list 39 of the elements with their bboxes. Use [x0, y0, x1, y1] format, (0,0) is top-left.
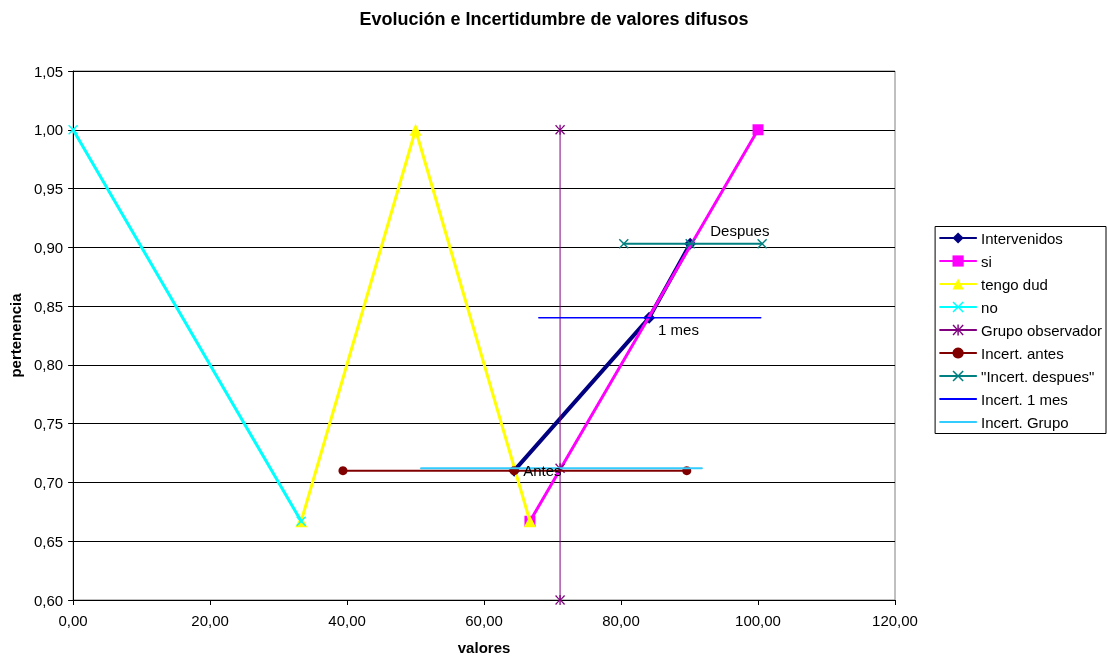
y-axis-title: pertenencia	[7, 292, 24, 378]
y-tick-label: 0,75	[33, 415, 64, 433]
y-tick-label: 0,80	[33, 356, 64, 374]
point	[618, 238, 629, 249]
x-tick-label: 80,00	[602, 612, 640, 629]
point	[757, 238, 768, 249]
legend-label: "Incert. despues"	[981, 367, 1095, 385]
point	[338, 466, 348, 476]
point	[555, 595, 566, 605]
y-tick-label: 0,65	[33, 532, 64, 550]
legend-label: si	[981, 252, 992, 270]
x-tick-label: 120,00	[872, 612, 918, 629]
annotation: Despues	[710, 221, 770, 239]
x-tick-label: 100,00	[735, 612, 781, 629]
legend-label: Grupo observador	[981, 321, 1103, 339]
chart-title: Evolución e Incertidumbre de valores difusos	[359, 9, 749, 29]
point	[68, 124, 79, 135]
legend-label: Incert. 1 mes	[981, 390, 1068, 408]
y-tick-label: 0,60	[33, 591, 64, 609]
point	[555, 124, 566, 135]
x-tick-label: 40,00	[328, 612, 366, 629]
x-tick-label: 60,00	[465, 612, 503, 629]
y-tick-label: 1,00	[33, 121, 64, 139]
legend-label: Intervenidos	[981, 229, 1063, 247]
point	[752, 124, 764, 136]
y-tick-label: 0,95	[33, 180, 64, 198]
x-tick-label: 20,00	[191, 612, 229, 629]
legend-label: tengo dud	[981, 275, 1048, 293]
legend-label: Incert. Grupo	[981, 413, 1069, 431]
x-tick-label: 0,00	[58, 612, 88, 629]
legend-label: Incert. antes	[981, 344, 1064, 362]
legend-label: no	[981, 298, 998, 316]
y-tick-label: 0,70	[33, 473, 64, 491]
y-tick-label: 0,85	[33, 297, 64, 315]
point	[409, 123, 422, 136]
y-tick-label: 1,05	[33, 62, 64, 80]
x-axis-title: valores	[457, 639, 511, 656]
annotation: 1 mes	[658, 320, 699, 338]
y-tick-label: 0,90	[33, 238, 64, 256]
